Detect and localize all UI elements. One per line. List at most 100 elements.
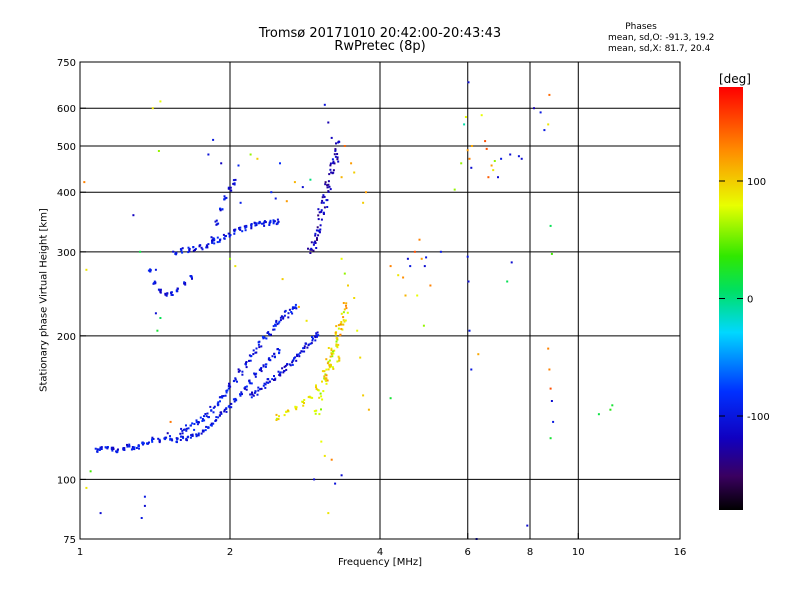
data-point	[493, 160, 496, 162]
data-point	[310, 241, 313, 244]
data-point	[321, 370, 324, 373]
x-tick-label: 4	[377, 547, 383, 558]
data-point	[170, 438, 173, 441]
data-point	[143, 495, 146, 498]
data-point	[228, 383, 231, 386]
data-point	[165, 294, 168, 297]
data-point	[315, 386, 317, 388]
data-point	[317, 218, 320, 221]
data-point	[278, 320, 281, 323]
data-point	[159, 290, 162, 293]
data-point	[280, 315, 283, 318]
data-point	[221, 395, 224, 398]
data-point	[183, 282, 186, 285]
data-point	[330, 171, 333, 174]
data-point	[313, 241, 316, 244]
data-point	[340, 474, 343, 477]
data-point	[356, 329, 359, 332]
data-point	[225, 196, 228, 199]
data-point	[244, 387, 246, 390]
data-point	[239, 226, 242, 229]
data-point	[327, 512, 330, 515]
data-point	[389, 397, 392, 400]
data-point	[285, 410, 288, 413]
data-point	[89, 470, 92, 473]
data-point	[297, 305, 300, 308]
data-point	[185, 424, 187, 427]
data-point	[323, 370, 326, 373]
data-point	[234, 178, 237, 181]
data-point	[309, 342, 312, 345]
data-point	[106, 446, 109, 449]
data-point	[248, 359, 250, 362]
data-point	[332, 162, 335, 165]
x-axis-label: Frequency [MHz]	[337, 557, 423, 568]
data-point	[214, 419, 217, 422]
data-point	[317, 234, 320, 237]
data-point	[241, 370, 244, 373]
data-point	[328, 359, 331, 362]
data-point	[157, 288, 160, 291]
data-point	[397, 274, 400, 277]
data-point	[295, 359, 298, 362]
data-point	[309, 396, 312, 399]
data-point	[329, 364, 332, 367]
data-point	[254, 224, 257, 227]
data-point	[260, 368, 262, 371]
data-point	[409, 265, 412, 268]
data-point	[207, 153, 210, 156]
data-point	[291, 307, 294, 310]
data-point	[310, 247, 313, 250]
data-point	[332, 160, 335, 163]
data-point	[467, 81, 470, 84]
data-point	[260, 345, 263, 348]
data-point	[263, 382, 266, 385]
data-point	[327, 360, 330, 363]
data-point	[337, 324, 340, 327]
data-point	[176, 441, 178, 444]
data-point	[345, 307, 348, 310]
data-point	[191, 422, 194, 425]
data-point	[339, 333, 342, 336]
data-point	[331, 172, 334, 175]
data-point	[338, 357, 341, 360]
data-point	[318, 229, 320, 232]
data-point	[301, 350, 304, 353]
data-point	[317, 389, 320, 392]
data-point	[342, 316, 345, 319]
data-point	[274, 323, 277, 326]
data-point	[336, 338, 339, 341]
data-point	[497, 176, 499, 179]
chart-title: Tromsø 20171010 20:42:00-20:43:43	[258, 26, 502, 41]
data-point	[207, 426, 210, 429]
data-point	[218, 240, 221, 243]
data-point	[543, 129, 546, 132]
data-point	[275, 321, 278, 324]
data-point	[184, 283, 187, 286]
data-point	[245, 385, 248, 388]
data-point	[310, 342, 313, 345]
data-point	[324, 183, 327, 186]
data-point	[316, 331, 319, 334]
data-point	[269, 220, 272, 223]
data-point	[334, 333, 337, 336]
data-point	[260, 222, 263, 225]
data-point	[331, 355, 334, 358]
data-point	[342, 311, 345, 314]
data-point	[240, 391, 243, 394]
data-point	[307, 343, 310, 346]
data-point	[248, 379, 251, 382]
colorbar-label: [deg]	[719, 72, 751, 86]
data-point	[337, 343, 340, 346]
data-point	[470, 166, 473, 169]
data-point	[219, 400, 221, 403]
data-point	[335, 343, 338, 346]
data-point	[552, 420, 555, 423]
data-point	[350, 162, 353, 165]
data-point	[264, 386, 267, 389]
data-point	[147, 269, 150, 272]
data-point	[316, 238, 318, 241]
data-point	[252, 349, 255, 352]
data-point	[199, 416, 202, 419]
data-point	[266, 332, 269, 334]
